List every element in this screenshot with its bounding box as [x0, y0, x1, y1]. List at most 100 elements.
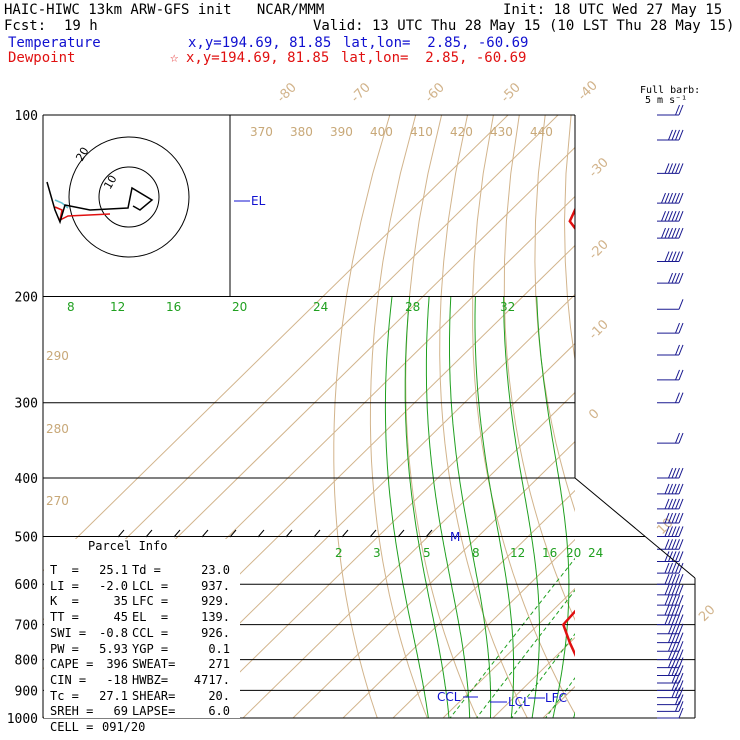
wind-barb-flag — [664, 512, 670, 524]
parcel-row: PW = 5.93 YGP = 0.1 — [50, 642, 240, 657]
isotherm-label: 0 — [586, 406, 602, 422]
wind-barb — [657, 595, 684, 606]
fcst-value: 19 h — [64, 18, 98, 34]
pressure-label: 300 — [15, 397, 38, 412]
dry-adiabat — [333, 115, 391, 718]
wind-barb — [657, 192, 684, 204]
wind-barb-flag — [664, 551, 670, 562]
wind-barb-flag — [664, 163, 670, 174]
slash-tick — [145, 529, 153, 538]
mixing-ratio-label: 20 — [232, 300, 247, 314]
parcel-cell: K = — [50, 594, 79, 609]
theta-label: 290 — [46, 349, 69, 363]
wind-barb-flag — [668, 584, 673, 596]
parcel-row: Tc = 27.1 SHEAR= 20. — [50, 689, 240, 704]
wind-barb-flag — [678, 432, 684, 444]
wind-barb-flag — [678, 299, 684, 310]
pressure-axis-labels: 100 200 300 400 500 600 700 800 900 1000 — [7, 109, 38, 727]
parcel-cell: HWBZ= — [132, 672, 169, 687]
wind-barb-flag — [668, 129, 673, 141]
mixing-ratio-label: 5 — [423, 546, 431, 560]
dry-adiabat — [534, 115, 575, 513]
moist-adiabat-lines — [384, 296, 740, 731]
dewpoint-xy: x,y=194.69, 81.85 — [186, 50, 330, 66]
dry-adiabat — [563, 115, 575, 362]
mixing-ratio-label: 32 — [500, 300, 515, 314]
parcel-cell: SWEAT= — [132, 657, 176, 672]
mixing-ratio-label: 2 — [335, 546, 343, 560]
wind-barb-flag — [671, 539, 677, 550]
pressure-label: 700 — [15, 619, 38, 634]
isotherm-line — [593, 115, 740, 718]
wind-barb-flag — [671, 641, 677, 652]
wind-barb-flag — [668, 526, 673, 537]
slash-tick — [341, 529, 349, 538]
parcel-cell: 937. — [201, 578, 230, 593]
dry-adiabat — [439, 115, 528, 718]
wind-barb-flag — [668, 192, 673, 204]
wind-barb-flag — [671, 680, 677, 691]
wind-barb-flag — [668, 498, 673, 510]
theta-label: 270 — [46, 494, 69, 508]
wind-barb-flag — [664, 595, 670, 606]
wind-barb-flag — [675, 595, 680, 606]
mixing-ratio-line — [623, 537, 740, 731]
theta-label: 430 — [490, 125, 513, 139]
wind-barb — [657, 512, 684, 524]
wind-barb-flag — [668, 604, 673, 616]
pressure-label: 200 — [15, 291, 38, 306]
dewpoint-latlon: lat,lon= 2.85, -60.69 — [341, 50, 527, 66]
parcel-cell: 0.1 — [208, 641, 230, 656]
parcel-cell: CCL = — [132, 625, 169, 640]
wind-barb-flag — [678, 322, 684, 334]
wind-barb-flag — [671, 584, 677, 596]
wind-barb-flag — [664, 192, 670, 204]
moist-adiabat — [474, 296, 515, 718]
moist-adiabat — [630, 297, 740, 731]
wind-barb — [657, 344, 684, 356]
dry-adiabat — [503, 115, 575, 621]
wind-barb-flag — [675, 672, 680, 684]
wind-barb-flag — [678, 584, 684, 596]
dry-adiabat — [472, 115, 575, 715]
wind-barb-flag — [678, 344, 684, 356]
barb-legend-line1: Full barb: — [640, 85, 701, 96]
wind-barb-flag — [668, 595, 673, 606]
wind-barb-flag — [678, 604, 684, 616]
wind-barb-flag — [675, 680, 680, 691]
wind-barb-flag — [678, 526, 684, 537]
wind-barb-flag — [675, 251, 680, 262]
pressure-label: 900 — [15, 684, 38, 699]
wind-barb — [657, 632, 684, 644]
hodograph-mid-trace — [54, 199, 69, 209]
moist-adiabat — [404, 296, 450, 718]
wind-barb-flag — [678, 641, 684, 652]
isotherm-label: -40 — [575, 78, 601, 104]
wind-barb-flag — [668, 512, 673, 524]
wind-barb-flag — [678, 672, 684, 684]
wind-barb — [657, 562, 684, 574]
wind-barb-flag — [675, 498, 680, 510]
valid-time: Valid: 13 UTC Thu 28 May 15 (10 LST Thu … — [313, 18, 735, 34]
wind-barb-flag — [664, 614, 670, 625]
mixing-ratio-label: 3 — [373, 546, 381, 560]
isotherm-label: -70 — [348, 80, 374, 106]
wind-barb-flag — [675, 694, 680, 705]
temperature-legend: Temperature — [8, 35, 101, 51]
wind-barb — [657, 272, 684, 284]
wind-barb-flag — [678, 701, 684, 712]
wind-barb-flag — [671, 623, 677, 634]
wind-barb-flag — [675, 129, 680, 141]
isotherm-line — [192, 342, 575, 718]
wind-barb-flag — [668, 614, 673, 625]
wind-barb-flag — [668, 641, 673, 652]
isotherm-label: -80 — [274, 80, 300, 106]
wind-barb — [657, 163, 684, 174]
wind-barb-flag — [675, 104, 680, 116]
wind-barb — [657, 707, 684, 719]
mixing-ratio-line — [567, 537, 709, 731]
parcel-info-panel: Parcel Info T = 25.1 Td = 23.0 LI = -2.0 LCL =… — [44, 539, 240, 734]
moist-adiabat — [536, 296, 570, 718]
slash-tick — [369, 529, 377, 538]
